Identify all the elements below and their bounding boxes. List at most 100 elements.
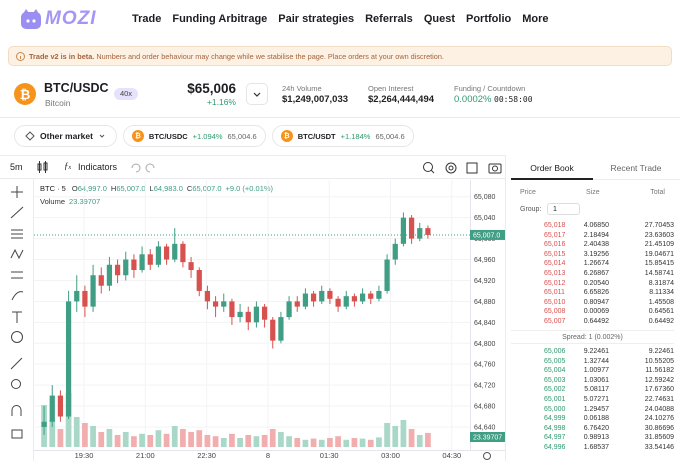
volume-bar [212,436,219,447]
volume-bar [73,417,80,447]
market-price: 65,004.6 [375,131,405,141]
volume-bar [122,432,129,447]
last-price-tag [470,229,505,240]
nav-link[interactable]: Portfolio [466,13,512,25]
indicators[interactable]: Indicators [78,162,118,172]
volume-bar [343,439,350,447]
price-cell: 65,018 [544,222,566,229]
volume-bar [327,438,333,447]
nav-link[interactable]: Referrals [365,13,413,25]
volume-bar [49,420,56,447]
legend-change: +9.0 (+0.01%) [226,184,274,193]
nav-link[interactable]: Trade [132,13,162,25]
volume-bar [237,438,243,447]
nav-link[interactable]: Pair strategies [278,13,355,25]
stat-label: Funding / Countdown [454,84,526,93]
candle-body [196,270,202,291]
volume-bar [131,436,137,447]
volume-bar [425,432,431,447]
nav-link[interactable]: Funding Arbitrage [172,13,268,25]
candle-body [204,290,211,302]
logo-text[interactable]: MOZI [45,8,97,29]
candle-body [98,275,104,286]
volume-bar [90,426,96,447]
other-market[interactable]: Other market [14,125,117,147]
top-bar: MOZI Trade Funding Arbitrage Pair strategi… [0,0,680,40]
nav-link[interactable]: Quest [423,13,455,25]
order-book: Order Book Recent Trade Price Size Total… [511,155,680,461]
candle-body [278,317,284,341]
candle-body [294,301,300,307]
y-tick-label: 64,920 [474,278,496,285]
y-tick-label: 65,040 [474,215,496,222]
candle-body [368,293,374,299]
toolbar-icons [131,162,502,174]
banner-strong: Trade v2 is in beta. [29,52,95,61]
bid-row: 65,000 1.29457 24.04088 [511,406,674,415]
col-head: Price [520,189,536,196]
market-item[interactable]: ₿ BTC/USDC +1.094% 65,004.6 [122,125,266,147]
total-cell: 10.55205 [644,357,674,365]
price-cell: 65,010 [544,298,566,306]
group-select[interactable]: 1 [547,203,580,215]
x-tick-label: 8 [266,451,270,460]
total-cell: 14.58741 [644,270,674,277]
info-icon [16,52,25,61]
ask-row: 65,008 0.00069 0.64561 [511,308,674,317]
size-cell: 1.68537 [583,444,609,451]
market-symbol: BTC/USDT [297,131,336,141]
ask-row: 65,016 2.40438 21.45109 [511,241,674,250]
market-change: +1.184% [340,131,371,141]
size-cell: 2.40438 [583,241,609,249]
y-tick-label: 64,760 [474,362,496,369]
stat-value: $2,264,444,494 [368,94,435,105]
size-cell: 1.00977 [583,367,609,375]
volume-bar [392,426,399,447]
volume-legend: Volume 23.39707 [40,197,100,206]
volume-tag-label: 23.39707 [473,435,502,442]
price-cell: 65,011 [544,289,565,297]
candle-body [65,301,72,417]
volume-bar [196,430,203,447]
candle-body [229,301,235,318]
ask-row: 65,007 0.64492 0.64492 [511,318,674,327]
candle-type-icon[interactable] [36,161,50,173]
settings-icon[interactable] [483,452,491,460]
total-cell: 31.85609 [644,434,674,442]
main-nav: Trade Funding Arbitrage Pair strategies Ref… [132,13,549,25]
total-cell: 11.56182 [645,367,674,375]
market-symbol: BTC/USDC [148,131,188,141]
size-cell: 0.98913 [583,434,609,442]
y-tick-label: 64,840 [474,320,496,327]
volume-bar [359,438,366,447]
volume-bar [408,429,415,447]
volume-bar [269,429,276,447]
interval[interactable]: 5m [10,162,23,172]
size-cell: 6.26867 [583,270,609,277]
tab[interactable]: Recent Trade [610,163,662,173]
y-tick-label: 64,640 [474,424,496,431]
volume-tag [470,432,505,442]
y-tick-label: 64,800 [474,341,496,348]
bid-row: 65,005 1.32744 10.55205 [511,358,674,367]
candle-body [286,301,292,318]
nav-link[interactable]: More [522,13,549,25]
candle-body [384,259,390,291]
market-item[interactable]: ₿ BTC/USDT +1.184% 65,004.6 [271,125,414,147]
volume-bar [204,435,211,447]
candle-body [400,217,407,244]
candle-body [351,296,358,302]
symbol-dropdown[interactable] [246,83,268,105]
candle-body [221,301,227,307]
drawing-tools[interactable] [10,186,24,439]
tab-active[interactable]: Order Book [530,163,574,173]
col-head: Size [586,189,600,196]
total-cell: 8.31874 [648,279,674,287]
volume-bar [384,423,390,447]
size-cell: 0.20540 [583,279,609,287]
candle-body [212,301,219,307]
candle-body [327,290,333,299]
candle-body [180,243,186,263]
grid [34,180,470,450]
leverage[interactable]: 40x [114,88,138,100]
